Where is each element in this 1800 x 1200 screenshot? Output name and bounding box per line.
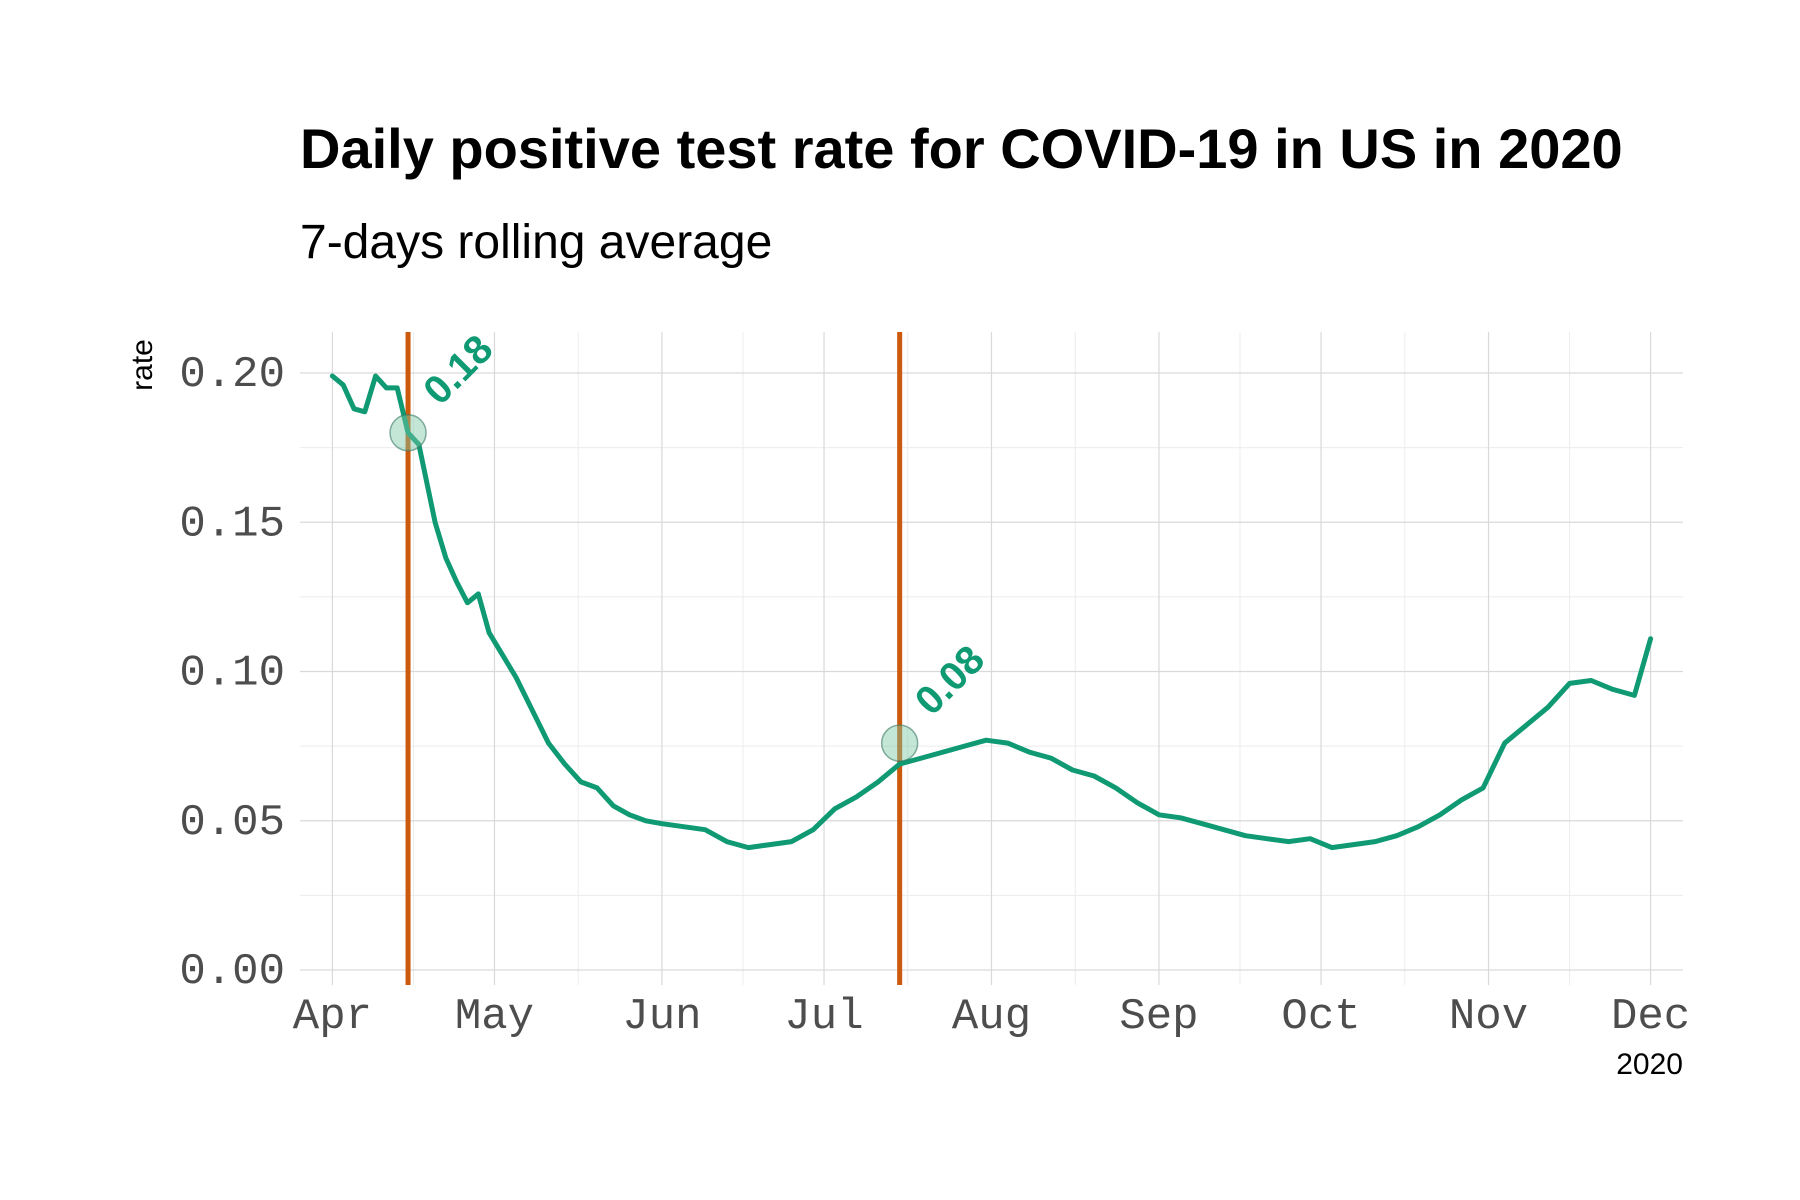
- event-value-label: 0.18: [415, 327, 501, 413]
- x-tick-label: Aug: [952, 992, 1031, 1042]
- y-tick-label: 0.15: [179, 499, 285, 549]
- chart-subtitle: 7-days rolling average: [300, 216, 772, 269]
- event-markers: 0.18 0.08: [389, 327, 993, 762]
- y-axis-label: rate: [126, 339, 159, 391]
- event-marker: [880, 724, 919, 762]
- x-tick-label: Oct: [1281, 992, 1360, 1042]
- event-lines: [405, 332, 903, 985]
- y-tick-label: 0.00: [179, 947, 285, 997]
- x-tick-label: May: [455, 992, 534, 1042]
- x-tick-label: Dec: [1611, 992, 1690, 1042]
- x-tick-labels: Apr May Jun Jul Aug Sep Oct Nov Dec: [293, 992, 1690, 1042]
- event-value-label: 0.08: [907, 637, 993, 723]
- y-tick-label: 0.05: [179, 798, 285, 848]
- grid: [300, 332, 1683, 985]
- chart-title: Daily positive test rate for COVID-19 in…: [300, 117, 1623, 180]
- x-axis-year-label: 2020: [1616, 1048, 1683, 1081]
- x-tick-label: Sep: [1119, 992, 1198, 1042]
- event-marker: [389, 413, 427, 452]
- series-line: [329, 373, 1654, 851]
- y-tick-label: 0.20: [179, 350, 285, 400]
- x-tick-label: Jul: [784, 992, 863, 1042]
- series-layer: [329, 373, 1654, 851]
- x-tick-label: Jun: [622, 992, 701, 1042]
- x-tick-label: Nov: [1449, 992, 1528, 1042]
- x-tick-label: Apr: [293, 992, 372, 1042]
- y-tick-labels: 0.00 0.05 0.10 0.15 0.20: [179, 350, 285, 997]
- y-tick-label: 0.10: [179, 649, 285, 699]
